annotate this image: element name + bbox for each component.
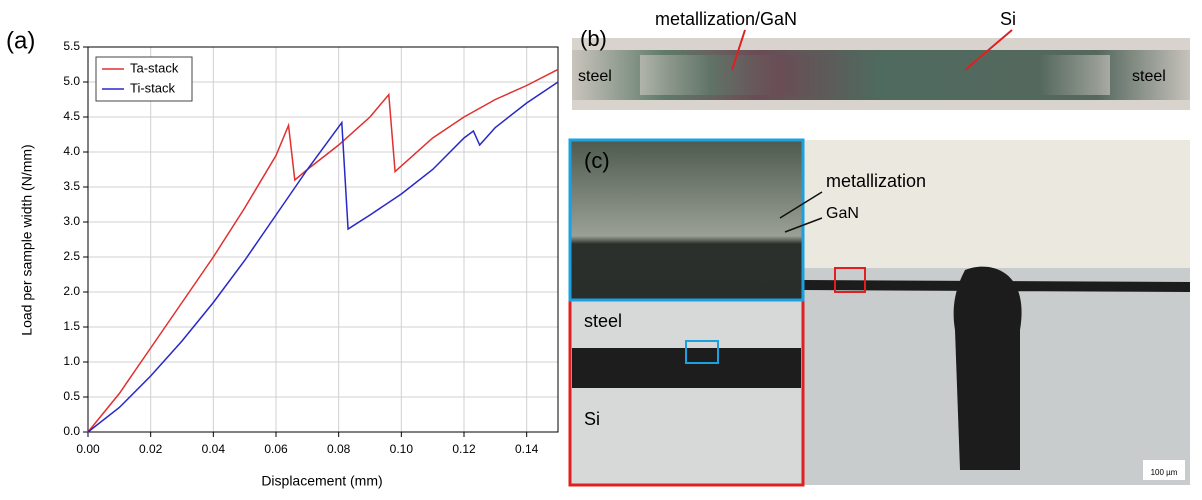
x-axis-title: Displacement (mm) bbox=[261, 473, 382, 489]
y-tick-label: 2.0 bbox=[63, 284, 80, 298]
y-tick-label: 1.5 bbox=[63, 319, 80, 333]
y-tick-label: 3.5 bbox=[63, 179, 80, 193]
annotation: GaN bbox=[826, 205, 859, 222]
panel-label: (b) bbox=[580, 26, 607, 51]
legend-label: Ta-stack bbox=[130, 60, 179, 75]
y-tick-label: 1.0 bbox=[63, 354, 80, 368]
x-tick-label: 0.12 bbox=[452, 442, 476, 456]
panel-label: (c) bbox=[584, 148, 610, 173]
y-tick-label: 5.0 bbox=[63, 74, 80, 88]
sample bbox=[640, 55, 1110, 95]
y-tick-label: 4.5 bbox=[63, 109, 80, 123]
axes-frame bbox=[88, 47, 558, 432]
plot: 0.0 0.5 1.0 1.5 2.0 2.5 3.0 3.5 4.0 4.5 5.0 5.5 0.00… bbox=[63, 39, 558, 456]
x-tick-label: 0.10 bbox=[390, 442, 414, 456]
panel-label: (a) bbox=[6, 27, 35, 54]
x-tick-label: 0.04 bbox=[202, 442, 226, 456]
series-line bbox=[88, 69, 558, 432]
annotation: metallization/GaN bbox=[655, 9, 797, 29]
annotation: metallization bbox=[826, 171, 926, 191]
legend-label: Ti-stack bbox=[130, 80, 176, 95]
y-axis-title: Load per sample width (N/mm) bbox=[19, 144, 35, 335]
figure: (a) Load per sample width (N/mm) Displac… bbox=[0, 0, 1202, 495]
y-tick-label: 0.5 bbox=[63, 389, 80, 403]
x-tick-label: 0.02 bbox=[139, 442, 163, 456]
annotation: steel bbox=[578, 68, 612, 85]
annotation: Si bbox=[1000, 9, 1016, 29]
x-tick-label: 0.14 bbox=[515, 442, 539, 456]
scale-label: 100 µm bbox=[1151, 468, 1178, 477]
x-tick-label: 0.08 bbox=[327, 442, 351, 456]
y-tick-label: 4.0 bbox=[63, 144, 80, 158]
x-tick-label: 0.06 bbox=[264, 442, 288, 456]
y-tick-label: 5.5 bbox=[63, 39, 80, 53]
x-tick-label: 0.00 bbox=[76, 442, 100, 456]
annotation: steel bbox=[584, 311, 622, 331]
annotation: Si bbox=[584, 409, 600, 429]
annotation: steel bbox=[1132, 68, 1166, 85]
y-tick-label: 0.0 bbox=[63, 424, 80, 438]
y-tick-label: 2.5 bbox=[63, 249, 80, 263]
y-tick-label: 3.0 bbox=[63, 214, 80, 228]
